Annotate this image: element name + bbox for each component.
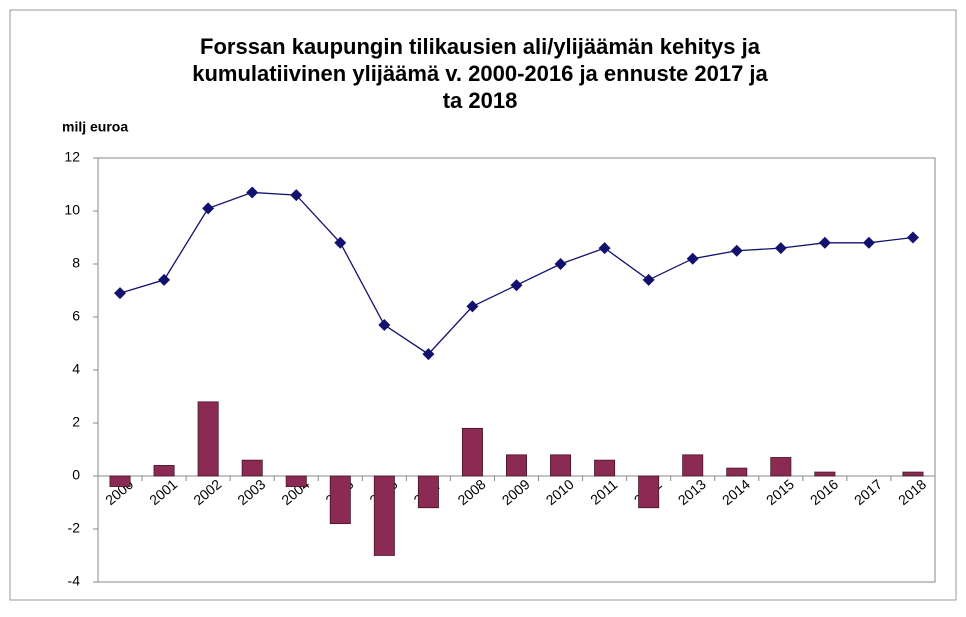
bar (417, 475, 439, 509)
y-tick-label: 4 (72, 361, 80, 377)
marker (774, 242, 787, 255)
y-tick-label: -2 (68, 520, 81, 536)
marker (554, 258, 567, 270)
y-tick-label: 0 (72, 467, 80, 483)
marker (246, 186, 259, 199)
marker (598, 242, 611, 255)
marker (290, 189, 303, 202)
bar (285, 475, 307, 487)
bar (902, 471, 924, 477)
marker (862, 236, 875, 249)
marker (422, 348, 435, 361)
bar (814, 471, 836, 477)
marker (906, 231, 919, 244)
y-tick-label: 6 (72, 308, 80, 324)
marker (642, 273, 655, 286)
chart-title: kumulatiivinen ylijäämä v. 2000-2016 ja … (192, 61, 768, 86)
marker (466, 300, 479, 313)
bar (373, 475, 395, 556)
marker (114, 287, 127, 300)
bar (770, 457, 792, 477)
marker (818, 236, 831, 249)
chart-title: Forssan kaupungin tilikausien ali/ylijää… (200, 34, 761, 59)
bar (197, 401, 219, 477)
marker (334, 236, 347, 249)
frame (9, 9, 957, 601)
marker (158, 273, 171, 286)
bar (329, 475, 351, 525)
bar (461, 427, 483, 477)
bar (682, 454, 704, 477)
marker (686, 252, 699, 265)
y-tick-label: -4 (68, 573, 81, 589)
marker (378, 318, 391, 331)
bar (726, 467, 748, 477)
y-tick-label: 2 (72, 414, 80, 430)
y-tick-label: 10 (64, 202, 80, 218)
chart-title: ta 2018 (443, 88, 518, 113)
bar (506, 454, 527, 477)
bar (594, 459, 616, 477)
marker (510, 279, 523, 292)
bar (638, 475, 660, 509)
marker (202, 202, 215, 215)
bar (109, 475, 131, 487)
bar (550, 454, 572, 477)
y-tick-label: 8 (72, 255, 80, 271)
y-tick-label: 12 (64, 149, 80, 165)
bar (241, 459, 263, 477)
marker (730, 244, 743, 257)
y-axis-label: milj euroa (62, 119, 128, 135)
bar (153, 465, 175, 477)
